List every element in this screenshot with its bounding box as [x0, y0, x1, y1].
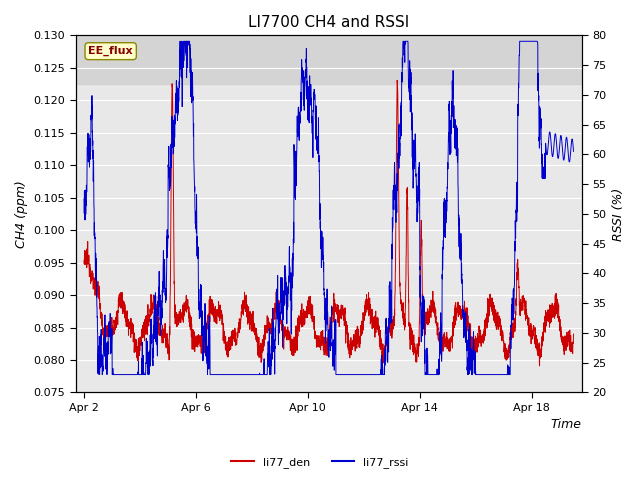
- Title: LI7700 CH4 and RSSI: LI7700 CH4 and RSSI: [248, 15, 410, 30]
- Y-axis label: CH4 (ppm): CH4 (ppm): [15, 180, 28, 248]
- Bar: [76, 36, 582, 84]
- Y-axis label: RSSI (%): RSSI (%): [612, 187, 625, 240]
- X-axis label: Time: Time: [551, 419, 582, 432]
- Legend: li77_den, li77_rssi: li77_den, li77_rssi: [227, 452, 413, 472]
- Text: EE_flux: EE_flux: [88, 46, 133, 56]
